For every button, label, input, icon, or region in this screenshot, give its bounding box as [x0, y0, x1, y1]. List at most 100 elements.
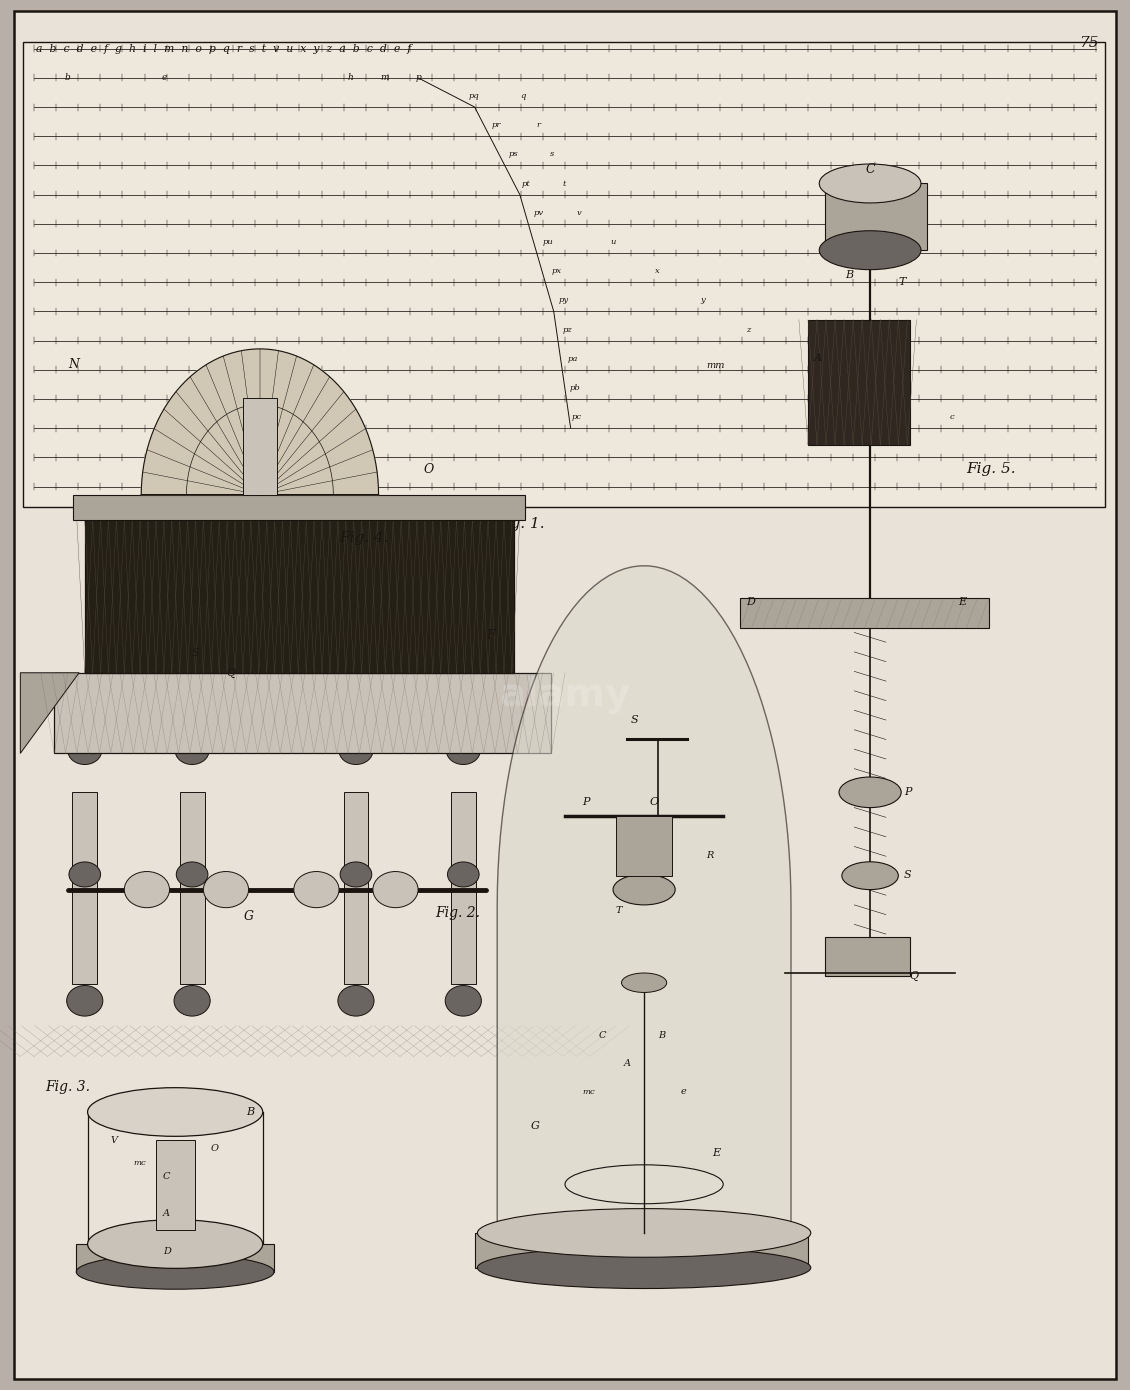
- Text: T: T: [616, 906, 623, 915]
- Bar: [85, 520, 514, 673]
- Ellipse shape: [338, 986, 374, 1016]
- Text: Q: Q: [226, 667, 235, 678]
- Bar: [156, 1140, 195, 1230]
- Text: pt: pt: [522, 179, 531, 188]
- Ellipse shape: [174, 986, 210, 1016]
- Text: S: S: [904, 870, 912, 880]
- Text: Fig. 3.: Fig. 3.: [45, 1080, 90, 1094]
- Polygon shape: [497, 566, 791, 1233]
- Ellipse shape: [77, 1255, 273, 1290]
- Text: O: O: [650, 796, 659, 806]
- Text: Fig. 1.: Fig. 1.: [495, 517, 545, 531]
- Text: x: x: [655, 267, 660, 275]
- Text: e: e: [680, 1087, 686, 1095]
- Ellipse shape: [88, 1088, 262, 1137]
- Ellipse shape: [68, 737, 102, 765]
- Text: pc: pc: [572, 413, 582, 421]
- Text: Q: Q: [910, 970, 919, 981]
- Bar: [23, 42, 1105, 507]
- Text: pv: pv: [533, 208, 544, 217]
- Text: c: c: [949, 413, 954, 421]
- Text: y: y: [701, 296, 705, 304]
- Ellipse shape: [477, 1247, 810, 1289]
- Text: m: m: [380, 74, 389, 82]
- Text: p: p: [415, 74, 421, 82]
- Text: A: A: [163, 1209, 170, 1218]
- Text: B: B: [845, 270, 853, 279]
- Bar: [740, 598, 989, 628]
- Text: S: S: [192, 648, 200, 657]
- Ellipse shape: [176, 862, 208, 887]
- Text: O: O: [210, 1144, 218, 1152]
- Text: pa: pa: [567, 354, 577, 363]
- Ellipse shape: [612, 874, 675, 905]
- Text: pz: pz: [563, 325, 573, 334]
- Text: E: E: [712, 1148, 720, 1158]
- Text: G: G: [244, 910, 253, 923]
- Text: t: t: [563, 179, 566, 188]
- Text: A: A: [814, 353, 822, 363]
- Ellipse shape: [67, 986, 103, 1016]
- Text: A: A: [624, 1059, 631, 1068]
- Ellipse shape: [175, 737, 209, 765]
- Text: Fig. 2.: Fig. 2.: [435, 906, 480, 920]
- Text: G: G: [531, 1120, 540, 1130]
- Text: a: a: [814, 354, 818, 363]
- Text: F: F: [486, 630, 495, 642]
- Bar: [616, 816, 672, 876]
- Ellipse shape: [447, 862, 479, 887]
- Ellipse shape: [819, 164, 921, 203]
- Ellipse shape: [340, 862, 372, 887]
- Bar: [73, 495, 525, 520]
- Text: mc: mc: [582, 1088, 594, 1095]
- Bar: [825, 183, 927, 250]
- Text: N: N: [68, 359, 79, 371]
- Text: s: s: [550, 150, 555, 158]
- Text: q: q: [520, 92, 525, 100]
- Bar: [243, 398, 277, 495]
- Text: h: h: [347, 74, 354, 82]
- Ellipse shape: [294, 872, 339, 908]
- Text: e: e: [162, 74, 166, 82]
- Ellipse shape: [88, 1220, 262, 1269]
- Ellipse shape: [445, 986, 481, 1016]
- Text: ps: ps: [508, 150, 519, 158]
- Text: E: E: [958, 596, 966, 606]
- Ellipse shape: [373, 872, 418, 908]
- Polygon shape: [20, 673, 79, 753]
- Text: Fig. 5.: Fig. 5.: [966, 461, 1016, 475]
- Text: S: S: [631, 714, 638, 724]
- Bar: [54, 673, 551, 753]
- Text: v: v: [576, 208, 581, 217]
- Text: py: py: [558, 296, 568, 304]
- Text: alamy: alamy: [499, 676, 631, 714]
- Ellipse shape: [339, 737, 373, 765]
- Bar: [344, 792, 368, 984]
- Text: px: px: [551, 267, 562, 275]
- Text: b: b: [881, 384, 887, 392]
- Text: T: T: [898, 277, 906, 286]
- Ellipse shape: [477, 1209, 810, 1257]
- Bar: [180, 792, 205, 984]
- Text: pb: pb: [570, 384, 581, 392]
- Ellipse shape: [124, 872, 170, 908]
- Ellipse shape: [842, 862, 898, 890]
- Polygon shape: [141, 349, 379, 495]
- Ellipse shape: [446, 737, 480, 765]
- Bar: [77, 1244, 273, 1272]
- Text: C: C: [599, 1031, 607, 1040]
- Bar: [72, 792, 97, 984]
- Text: a  b  c  d  e  f  g  h  i  l  m  n  o  p  q  r  s  t  v  u  x  y  z  a  b  c  d : a b c d e f g h i l m n o p q r s t v u …: [36, 43, 411, 54]
- Text: O: O: [424, 463, 434, 475]
- Text: P: P: [904, 787, 912, 796]
- Text: Fig. 4.: Fig. 4.: [339, 531, 389, 545]
- Ellipse shape: [622, 973, 667, 992]
- Text: pr: pr: [492, 121, 501, 129]
- Text: b: b: [64, 74, 71, 82]
- Text: u: u: [610, 238, 616, 246]
- Text: B: B: [658, 1031, 664, 1040]
- Bar: [451, 792, 476, 984]
- Text: D: D: [746, 596, 755, 606]
- Text: P: P: [582, 796, 590, 806]
- Text: pq: pq: [469, 92, 480, 100]
